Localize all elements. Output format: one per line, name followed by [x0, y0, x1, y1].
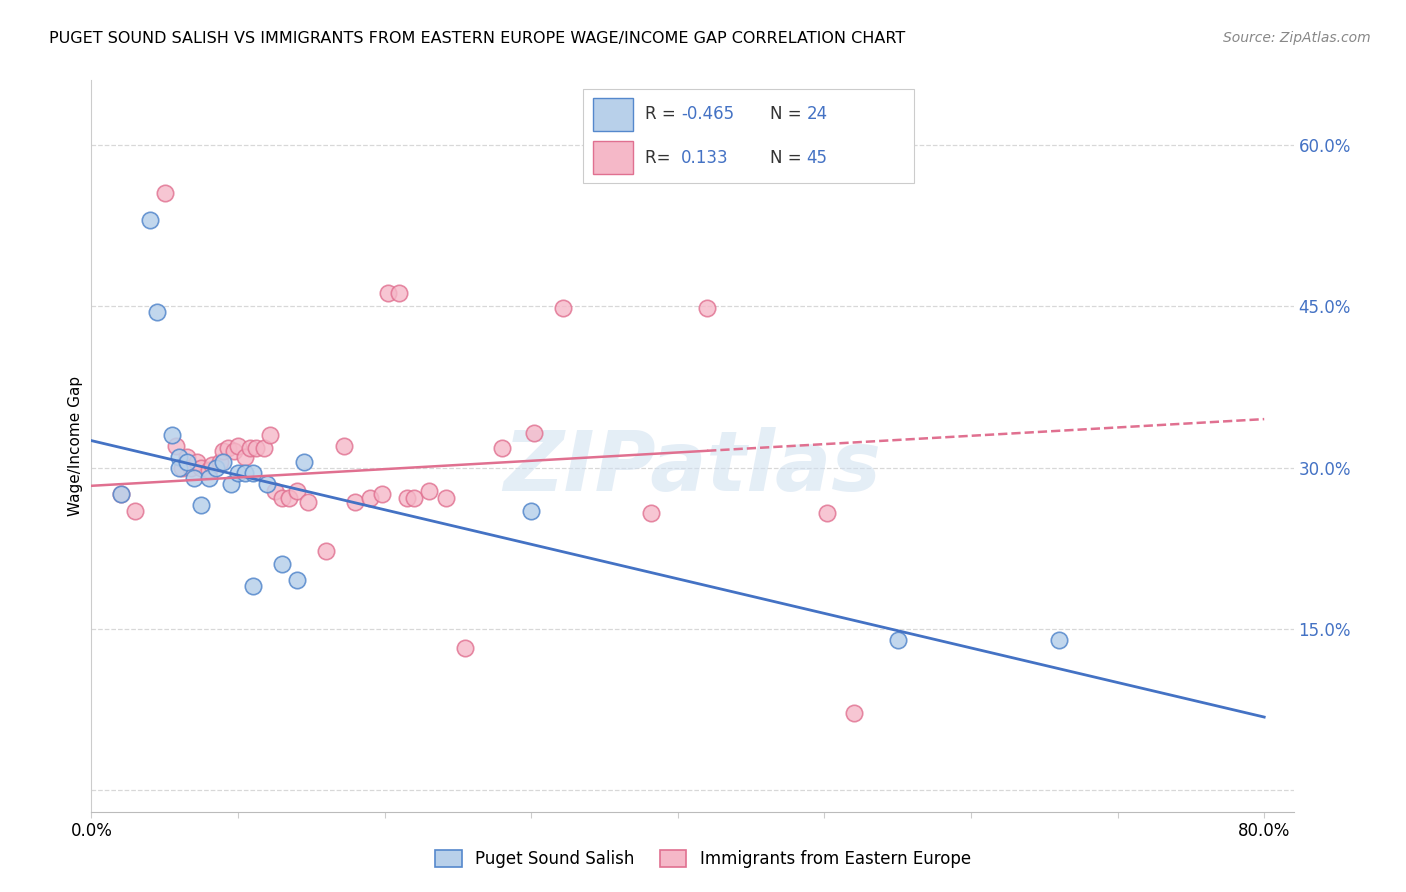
Text: R=: R= [644, 149, 681, 167]
Point [233, 450, 256, 464]
Point [271, 558, 294, 572]
Point [344, 495, 367, 509]
Point [388, 286, 411, 301]
Point [222, 444, 245, 458]
Point [219, 476, 242, 491]
Point [110, 487, 132, 501]
Point [332, 439, 354, 453]
Point [402, 491, 425, 505]
Point [146, 304, 169, 318]
Point [886, 632, 908, 647]
Point [226, 439, 249, 453]
Point [285, 484, 308, 499]
Point [172, 460, 194, 475]
Point [377, 286, 399, 301]
Point [696, 301, 718, 316]
Point [256, 476, 278, 491]
Text: ZIPatlas: ZIPatlas [503, 427, 882, 508]
Point [1047, 632, 1070, 647]
Point [186, 455, 208, 469]
Point [190, 460, 212, 475]
Point [176, 450, 198, 464]
Point [233, 466, 256, 480]
Point [212, 455, 235, 469]
FancyBboxPatch shape [593, 141, 633, 175]
Point [815, 506, 838, 520]
Point [242, 579, 264, 593]
Point [278, 491, 301, 505]
Point [180, 460, 202, 475]
Text: -0.465: -0.465 [681, 105, 734, 123]
Point [242, 466, 264, 480]
Point [292, 455, 315, 469]
Point [370, 487, 392, 501]
Point [297, 495, 319, 509]
Point [176, 455, 198, 469]
Point [165, 439, 187, 453]
Text: R =: R = [644, 105, 681, 123]
Text: N =: N = [770, 105, 807, 123]
Point [205, 460, 228, 475]
Point [200, 458, 222, 473]
Point [640, 506, 662, 520]
Text: 0.133: 0.133 [681, 149, 728, 167]
FancyBboxPatch shape [583, 89, 914, 183]
Point [491, 441, 513, 455]
Point [434, 491, 457, 505]
Point [209, 455, 232, 469]
Legend: Puget Sound Salish, Immigrants from Eastern Europe: Puget Sound Salish, Immigrants from East… [427, 842, 979, 877]
Point [553, 301, 575, 316]
Point [253, 441, 276, 455]
Point [197, 471, 219, 485]
Point [259, 428, 281, 442]
Point [153, 186, 176, 201]
Text: Source: ZipAtlas.com: Source: ZipAtlas.com [1223, 31, 1371, 45]
Text: PUGET SOUND SALISH VS IMMIGRANTS FROM EASTERN EUROPE WAGE/INCOME GAP CORRELATION: PUGET SOUND SALISH VS IMMIGRANTS FROM EA… [49, 31, 905, 46]
Point [315, 544, 337, 558]
Point [454, 641, 477, 656]
Point [183, 471, 205, 485]
Point [160, 428, 183, 442]
Text: N =: N = [770, 149, 807, 167]
Point [271, 491, 294, 505]
Point [285, 574, 308, 588]
Point [263, 484, 285, 499]
Point [359, 491, 381, 505]
Point [139, 213, 162, 227]
Point [169, 450, 191, 464]
Point [212, 444, 235, 458]
Point [842, 706, 865, 720]
Point [169, 460, 191, 475]
Point [523, 426, 546, 441]
Y-axis label: Wage/Income Gap: Wage/Income Gap [67, 376, 83, 516]
Point [418, 484, 440, 499]
FancyBboxPatch shape [593, 97, 633, 131]
Point [124, 503, 146, 517]
Point [520, 503, 543, 517]
Point [110, 487, 132, 501]
Text: 45: 45 [807, 149, 828, 167]
Point [217, 441, 239, 455]
Point [197, 463, 219, 477]
Point [190, 498, 212, 512]
Point [239, 441, 262, 455]
Point [245, 441, 267, 455]
Point [395, 491, 418, 505]
Text: 24: 24 [807, 105, 828, 123]
Point [226, 466, 249, 480]
